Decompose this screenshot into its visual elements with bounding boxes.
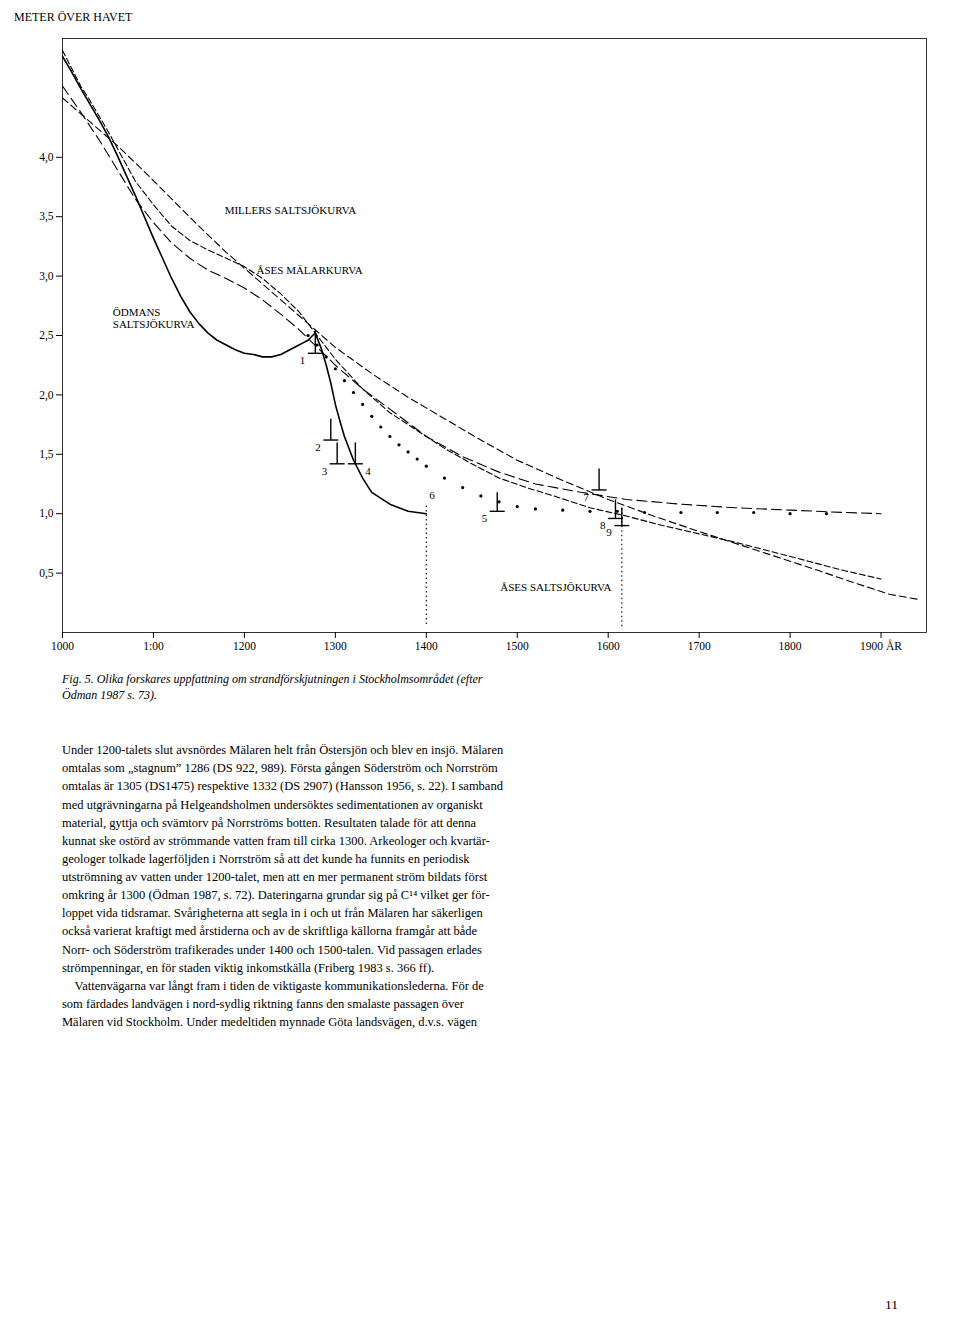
svg-text:1,5: 1,5 (39, 448, 54, 461)
svg-text:ÅSES MÄLARKURVA: ÅSES MÄLARKURVA (256, 264, 362, 276)
svg-text:MILLERS SALTSJÖKURVA: MILLERS SALTSJÖKURVA (225, 204, 357, 216)
html-text:Fig. 5. Olika forskares uppfat: Fig. 5. Olika forskares uppfattning om s… (62, 672, 483, 702)
svg-text:1:00: 1:00 (143, 640, 164, 652)
svg-text:1800: 1800 (779, 640, 802, 652)
svg-text:1: 1 (300, 354, 306, 366)
svg-text:1700: 1700 (688, 640, 711, 652)
html-text:Under 1200-talets slut avsnörd: Under 1200-talets slut avsnördes Mälaren… (62, 743, 504, 1030)
svg-text:8: 8 (600, 519, 606, 531)
svg-text:9: 9 (606, 526, 612, 538)
svg-text:1000: 1000 (51, 640, 74, 652)
svg-text:3,5: 3,5 (39, 210, 54, 223)
svg-text:5: 5 (482, 512, 488, 524)
svg-text:3,0: 3,0 (39, 270, 54, 283)
svg-text:4,0: 4,0 (39, 151, 54, 164)
svg-text:ÖDMANSSALTSJÖKURVA: ÖDMANSSALTSJÖKURVA (113, 306, 195, 330)
svg-text:1500: 1500 (506, 640, 529, 652)
html-text:11: 11 (885, 1297, 898, 1312)
svg-text:1400: 1400 (415, 640, 438, 652)
svg-text:2,5: 2,5 (39, 329, 54, 342)
svg-text:4: 4 (365, 465, 371, 477)
svg-text:7: 7 (584, 491, 590, 503)
svg-text:2: 2 (315, 441, 321, 453)
svg-text:ÅSES SALTSJÖKURVA: ÅSES SALTSJÖKURVA (500, 581, 611, 593)
svg-text:6: 6 (429, 489, 435, 501)
svg-text:3: 3 (322, 465, 328, 477)
svg-text:1200: 1200 (233, 640, 256, 652)
svg-text:1900 ÅR: 1900 ÅR (860, 639, 902, 652)
svg-text:1600: 1600 (597, 640, 620, 652)
html-text:METER ÖVER HAVET: METER ÖVER HAVET (14, 10, 133, 24)
svg-text:1300: 1300 (324, 640, 347, 652)
svg-text:0,5: 0,5 (39, 567, 54, 580)
svg-text:2,0: 2,0 (39, 389, 54, 402)
svg-text:1,0: 1,0 (39, 507, 54, 520)
